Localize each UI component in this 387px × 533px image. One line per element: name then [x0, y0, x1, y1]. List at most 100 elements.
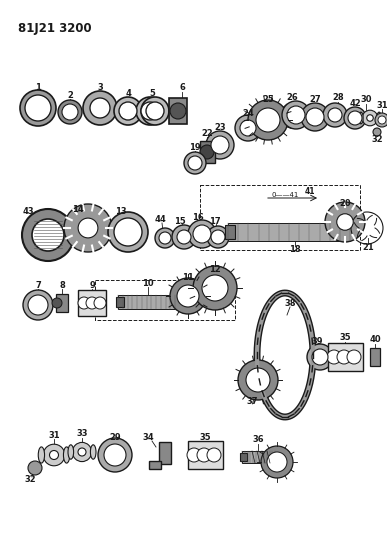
- Circle shape: [202, 275, 228, 301]
- Circle shape: [256, 108, 280, 132]
- Circle shape: [306, 108, 324, 126]
- Text: 2: 2: [67, 91, 73, 100]
- Circle shape: [193, 225, 211, 243]
- Circle shape: [375, 113, 387, 127]
- Text: 33: 33: [76, 430, 88, 439]
- Circle shape: [146, 102, 164, 120]
- Circle shape: [119, 102, 137, 120]
- Ellipse shape: [359, 112, 363, 124]
- Bar: [149, 461, 161, 469]
- Text: 41: 41: [305, 188, 315, 197]
- Text: 21: 21: [362, 243, 374, 252]
- Circle shape: [114, 218, 142, 246]
- Text: 22: 22: [201, 128, 213, 138]
- Text: 18: 18: [289, 246, 301, 254]
- Circle shape: [177, 285, 199, 307]
- Circle shape: [64, 204, 112, 252]
- Text: 5: 5: [149, 88, 155, 98]
- Text: 23: 23: [214, 124, 226, 133]
- Text: 9: 9: [89, 280, 95, 289]
- Bar: [240, 453, 247, 461]
- Bar: [159, 442, 171, 464]
- Text: 38: 38: [284, 298, 296, 308]
- Text: 39: 39: [311, 337, 323, 346]
- Circle shape: [25, 95, 51, 121]
- Text: 31: 31: [376, 101, 387, 109]
- Circle shape: [206, 131, 234, 159]
- Circle shape: [62, 104, 78, 120]
- Ellipse shape: [68, 445, 74, 459]
- Circle shape: [197, 448, 211, 462]
- Circle shape: [362, 110, 378, 126]
- Text: 17: 17: [209, 216, 221, 225]
- Circle shape: [83, 91, 117, 125]
- Ellipse shape: [63, 447, 70, 463]
- Text: 32: 32: [371, 135, 383, 144]
- Text: 44: 44: [154, 215, 166, 224]
- Bar: [327, 343, 363, 371]
- Circle shape: [32, 219, 64, 251]
- Circle shape: [344, 107, 366, 129]
- Circle shape: [327, 350, 341, 364]
- Bar: [242, 451, 275, 463]
- Text: 30: 30: [360, 95, 372, 104]
- Text: 28: 28: [332, 93, 344, 102]
- Circle shape: [28, 295, 48, 315]
- Text: 43: 43: [22, 207, 34, 216]
- Text: 32: 32: [24, 475, 36, 484]
- Circle shape: [188, 220, 216, 248]
- Text: 35: 35: [199, 433, 211, 442]
- Circle shape: [325, 202, 365, 242]
- Circle shape: [246, 368, 270, 392]
- Circle shape: [211, 230, 225, 244]
- Circle shape: [136, 97, 164, 125]
- Circle shape: [28, 461, 42, 475]
- Bar: [228, 223, 350, 241]
- Circle shape: [312, 349, 328, 365]
- Circle shape: [373, 128, 381, 136]
- Bar: [200, 141, 214, 163]
- Circle shape: [78, 297, 90, 309]
- Text: 27: 27: [309, 95, 321, 104]
- Ellipse shape: [377, 112, 381, 124]
- Text: 11: 11: [182, 272, 194, 281]
- Circle shape: [58, 100, 82, 124]
- Circle shape: [78, 448, 86, 456]
- Circle shape: [282, 101, 310, 129]
- Text: 8: 8: [59, 280, 65, 289]
- Text: 14: 14: [72, 206, 84, 214]
- Text: 36: 36: [252, 435, 264, 445]
- Circle shape: [347, 350, 361, 364]
- Circle shape: [337, 350, 351, 364]
- Circle shape: [177, 230, 191, 244]
- Circle shape: [238, 360, 278, 400]
- Text: 0——41: 0——41: [271, 192, 299, 198]
- Circle shape: [367, 115, 373, 121]
- Circle shape: [207, 226, 229, 248]
- Bar: [78, 290, 106, 316]
- Circle shape: [200, 145, 214, 159]
- Circle shape: [108, 212, 148, 252]
- Circle shape: [193, 266, 237, 310]
- Text: 15: 15: [174, 216, 186, 225]
- Text: 20: 20: [339, 198, 351, 207]
- Text: 3: 3: [97, 84, 103, 93]
- Circle shape: [20, 90, 56, 126]
- Circle shape: [207, 448, 221, 462]
- Circle shape: [22, 209, 74, 261]
- Text: 35: 35: [339, 334, 351, 343]
- Text: 37: 37: [246, 398, 258, 407]
- Circle shape: [348, 111, 362, 125]
- Bar: [56, 294, 68, 312]
- Circle shape: [90, 98, 110, 118]
- Circle shape: [159, 232, 171, 244]
- Ellipse shape: [91, 445, 96, 459]
- Circle shape: [72, 442, 92, 462]
- Circle shape: [378, 116, 386, 124]
- Bar: [370, 348, 380, 366]
- Circle shape: [337, 214, 353, 230]
- Circle shape: [98, 438, 132, 472]
- Text: 24: 24: [242, 109, 254, 117]
- Circle shape: [248, 100, 288, 140]
- Text: 40: 40: [369, 335, 381, 344]
